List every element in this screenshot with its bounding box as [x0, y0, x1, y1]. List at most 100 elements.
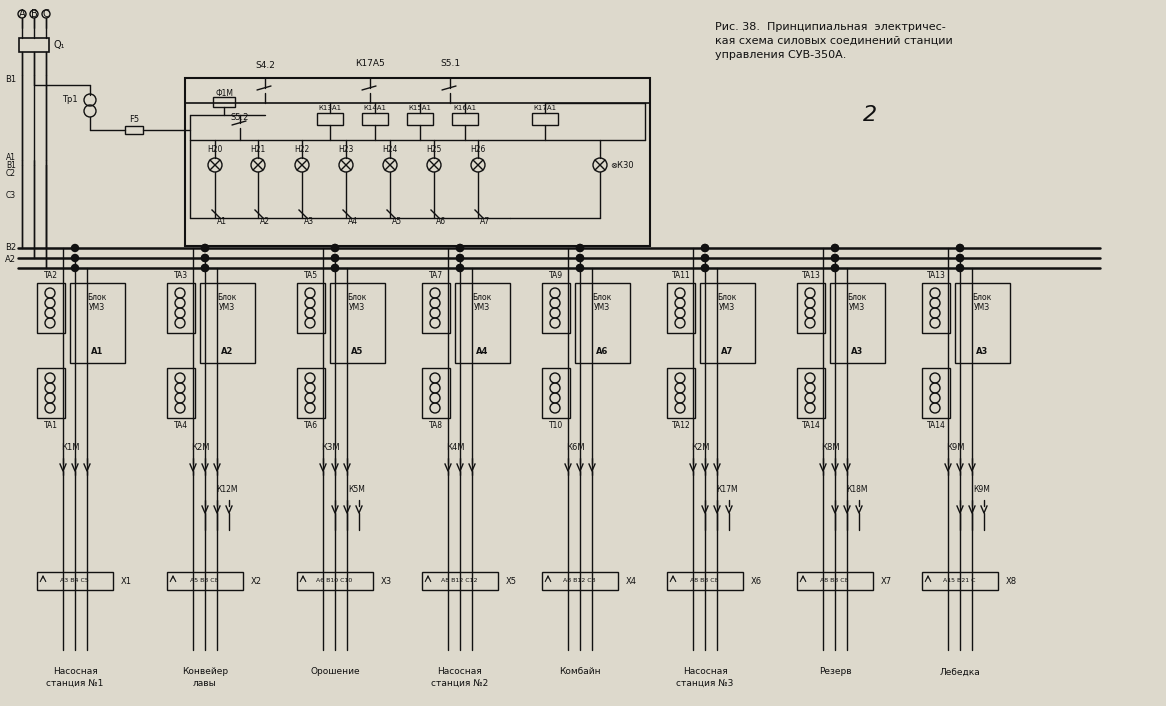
- Circle shape: [576, 244, 583, 251]
- Text: TA12: TA12: [672, 421, 690, 431]
- Text: К18М: К18М: [847, 486, 868, 494]
- Text: X4: X4: [626, 577, 637, 585]
- Text: К1М: К1М: [61, 443, 79, 453]
- Bar: [297, 572, 373, 590]
- Circle shape: [831, 254, 838, 261]
- Text: F5: F5: [129, 116, 139, 124]
- Text: Н20: Н20: [208, 145, 223, 153]
- Circle shape: [457, 254, 464, 261]
- Bar: [19, 38, 49, 52]
- Bar: [213, 97, 236, 107]
- Text: УМЗ: УМЗ: [349, 304, 365, 313]
- Text: TA4: TA4: [174, 421, 188, 431]
- Text: УМЗ: УМЗ: [849, 304, 865, 313]
- Text: А8 В8 С8: А8 В8 С8: [690, 578, 718, 583]
- Bar: [532, 113, 559, 125]
- Bar: [542, 572, 618, 590]
- Circle shape: [202, 265, 209, 272]
- Text: TA13: TA13: [927, 270, 946, 280]
- Bar: [70, 283, 125, 363]
- Text: Рис. 38.  Принципиальная  электричес-: Рис. 38. Принципиальная электричес-: [715, 22, 946, 32]
- Text: УМЗ: УМЗ: [473, 304, 490, 313]
- Text: A: A: [19, 9, 26, 19]
- Circle shape: [457, 244, 464, 251]
- Circle shape: [202, 244, 209, 251]
- Bar: [37, 368, 65, 418]
- Text: К17А5: К17А5: [356, 59, 385, 68]
- Bar: [37, 283, 65, 333]
- Text: Орошение: Орошение: [310, 667, 360, 676]
- Text: A1: A1: [217, 217, 227, 225]
- Text: Тр1: Тр1: [62, 95, 78, 104]
- Circle shape: [956, 244, 963, 251]
- Bar: [922, 368, 950, 418]
- Bar: [317, 113, 343, 125]
- Bar: [455, 283, 510, 363]
- Circle shape: [956, 254, 963, 261]
- Text: К3М: К3М: [321, 443, 339, 453]
- Bar: [422, 572, 498, 590]
- Text: A7: A7: [480, 217, 490, 225]
- Text: A5: A5: [351, 347, 363, 356]
- Bar: [201, 283, 255, 363]
- Text: B1: B1: [6, 162, 16, 171]
- Bar: [542, 283, 570, 333]
- Circle shape: [831, 244, 838, 251]
- Text: A6: A6: [596, 347, 609, 356]
- Circle shape: [702, 265, 709, 272]
- Circle shape: [702, 265, 709, 272]
- Circle shape: [457, 265, 464, 272]
- Text: Н24: Н24: [382, 145, 398, 153]
- Circle shape: [702, 254, 709, 261]
- Text: К13А1: К13А1: [318, 105, 342, 111]
- Text: S5.2: S5.2: [231, 114, 250, 123]
- Text: X8: X8: [1006, 577, 1017, 585]
- Bar: [830, 283, 885, 363]
- Text: Блок: Блок: [972, 294, 992, 302]
- Text: A3: A3: [304, 217, 314, 225]
- Circle shape: [457, 254, 464, 261]
- Text: A2: A2: [220, 347, 233, 356]
- Bar: [575, 283, 630, 363]
- Text: Блок: Блок: [717, 294, 737, 302]
- Text: TA13: TA13: [801, 270, 821, 280]
- Bar: [422, 368, 450, 418]
- Bar: [452, 113, 478, 125]
- Circle shape: [956, 244, 963, 251]
- Text: Лебедка: Лебедка: [940, 667, 981, 676]
- Text: А8 В8 С8: А8 В8 С8: [820, 578, 848, 583]
- Text: A7: A7: [721, 347, 733, 356]
- Text: S5.1: S5.1: [440, 59, 461, 68]
- Text: К9М: К9М: [946, 443, 964, 453]
- Text: TA3: TA3: [174, 270, 188, 280]
- Bar: [798, 572, 873, 590]
- Text: X3: X3: [381, 577, 392, 585]
- Text: Конвейер: Конвейер: [182, 667, 229, 676]
- Text: Н22: Н22: [294, 145, 310, 153]
- Text: B: B: [30, 9, 37, 19]
- Circle shape: [956, 265, 963, 272]
- Text: УМЗ: УМЗ: [719, 304, 735, 313]
- Bar: [700, 283, 756, 363]
- Bar: [667, 368, 695, 418]
- Text: станция №2: станция №2: [431, 678, 489, 688]
- Circle shape: [202, 244, 209, 251]
- Bar: [125, 126, 143, 134]
- Text: A5: A5: [392, 217, 402, 225]
- Bar: [37, 572, 113, 590]
- Text: X5: X5: [506, 577, 517, 585]
- Circle shape: [331, 265, 338, 272]
- Text: TA1: TA1: [44, 421, 58, 431]
- Circle shape: [831, 254, 838, 261]
- Text: TA7: TA7: [429, 270, 443, 280]
- Text: TA2: TA2: [44, 270, 58, 280]
- Text: B1: B1: [5, 76, 16, 85]
- Text: A2: A2: [260, 217, 271, 225]
- Text: управления СУВ-350А.: управления СУВ-350А.: [715, 50, 847, 60]
- Text: C2: C2: [6, 169, 16, 179]
- Text: К12М: К12М: [216, 486, 238, 494]
- Text: TA8: TA8: [429, 421, 443, 431]
- Bar: [667, 283, 695, 333]
- Text: TA6: TA6: [304, 421, 318, 431]
- Circle shape: [702, 244, 709, 251]
